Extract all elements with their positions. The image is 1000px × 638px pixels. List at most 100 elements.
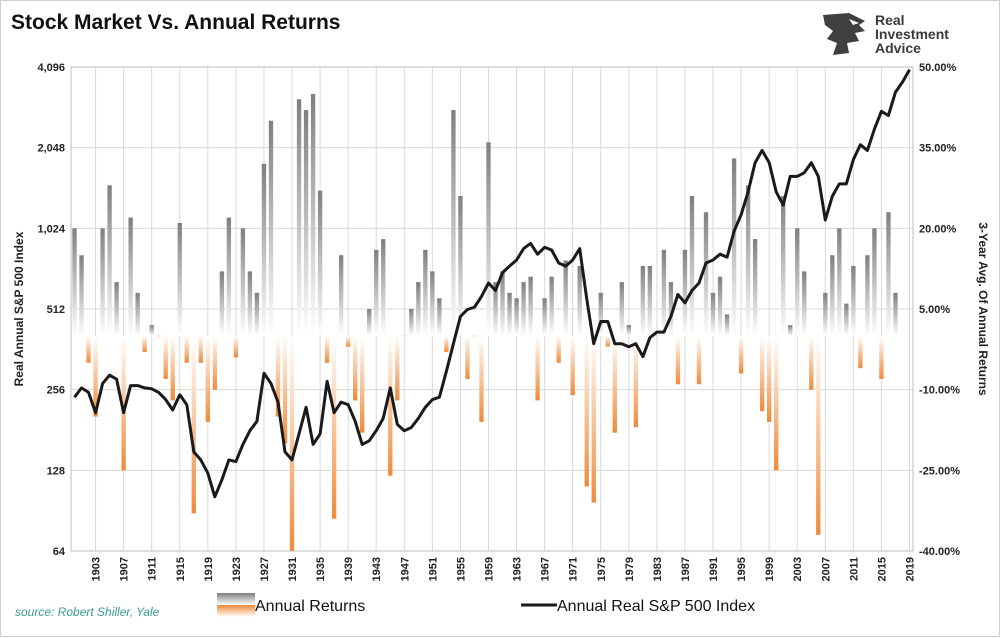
y-right-tick-label: 50.00% (919, 62, 957, 74)
logo: Real Investment Advice (819, 9, 979, 59)
return-bar (86, 335, 91, 363)
x-tick-label: 1943 (371, 557, 383, 581)
return-bar (352, 335, 358, 401)
return-bar (465, 335, 470, 379)
return-bar (549, 276, 554, 336)
x-tick-label: 1955 (455, 557, 467, 581)
x-tick-label: 1975 (596, 557, 608, 581)
return-bar (317, 190, 323, 336)
return-bar (289, 335, 295, 551)
eagle-logo-icon (823, 13, 865, 55)
x-tick-label: 1963 (512, 557, 524, 581)
return-bar (851, 265, 856, 336)
return-bar (177, 222, 182, 336)
return-bar (788, 325, 793, 336)
return-bar (647, 265, 653, 336)
x-tick-label: 1983 (652, 557, 664, 581)
return-bar (521, 282, 526, 336)
return-bar (416, 282, 421, 336)
return-bar (121, 335, 126, 471)
return-bar (360, 335, 365, 433)
return-bar (444, 335, 449, 353)
x-tick-label: 1959 (483, 557, 495, 581)
y-left-tick-label: 1,024 (37, 223, 65, 235)
return-bar (402, 335, 407, 337)
logo-line-3: Advice (875, 40, 921, 56)
x-tick-label: 1903 (91, 557, 103, 581)
return-bar (745, 185, 751, 336)
return-bar (338, 255, 344, 336)
return-bar (191, 335, 196, 514)
return-bar (163, 335, 168, 379)
x-tick-label: 1919 (203, 557, 215, 581)
legend-label-index: Annual Real S&P 500 Index (557, 598, 755, 615)
legend-label-returns: Annual Returns (255, 598, 365, 615)
return-bar (296, 99, 302, 336)
logo-line-1: Real (875, 12, 905, 28)
return-bar (107, 185, 112, 336)
return-bar (696, 335, 702, 385)
return-bar (430, 271, 435, 336)
return-bar (261, 163, 267, 336)
return-bar (802, 271, 807, 336)
x-tick-label: 1967 (540, 557, 552, 581)
return-bar (507, 292, 512, 336)
y-right-axis-title: 3-Year Avg. Of Annual Returns (976, 222, 990, 396)
return-bar (388, 335, 393, 476)
x-tick-label: 1995 (736, 557, 748, 581)
x-tick-label: 1979 (624, 557, 636, 581)
return-bar (661, 249, 667, 336)
return-bar (247, 271, 253, 336)
return-bar (493, 282, 498, 336)
return-bar (675, 335, 681, 385)
return-bar (198, 335, 203, 363)
return-bar (303, 110, 309, 336)
return-bar (731, 158, 737, 336)
return-bar (205, 335, 211, 422)
legend-swatch-negative (217, 605, 255, 617)
return-bar (240, 228, 246, 336)
return-bar (809, 335, 814, 390)
x-tick-label: 2015 (876, 557, 888, 581)
logo-line-2: Investment (875, 26, 949, 42)
return-bar (865, 255, 870, 336)
return-bar (591, 335, 596, 503)
return-bar (816, 335, 821, 535)
return-bar (310, 93, 316, 336)
return-bar (93, 335, 98, 417)
return-bar (458, 196, 463, 336)
return-bar (275, 335, 281, 417)
return-bar (844, 303, 849, 336)
return-bar (724, 314, 730, 336)
y-left-axis-title: Real Annual S&P 500 Index (12, 231, 26, 386)
return-bar (72, 228, 77, 336)
return-bar (100, 228, 105, 336)
x-tick-label: 1999 (764, 557, 776, 581)
return-bar (254, 292, 260, 336)
return-bar (156, 335, 161, 337)
x-tick-label: 2003 (792, 557, 804, 581)
x-tick-label: 1931 (287, 557, 299, 581)
return-bar (858, 335, 863, 369)
x-tick-label: 2019 (904, 557, 916, 581)
return-bar (472, 335, 477, 337)
return-bar (563, 260, 568, 336)
return-bar (577, 265, 582, 336)
return-bar (367, 309, 372, 336)
return-bar (570, 335, 575, 396)
return-bar (773, 335, 779, 471)
return-bar (633, 335, 639, 428)
return-bar (872, 228, 877, 336)
return-bar (703, 212, 709, 336)
return-bar (128, 217, 133, 336)
return-bar (114, 282, 119, 336)
return-bar (324, 335, 330, 363)
sp500-line (73, 69, 911, 499)
return-bar (226, 217, 232, 336)
return-bar (556, 335, 561, 363)
return-bar (612, 335, 617, 433)
return-bar (479, 335, 484, 422)
y-right-tick-label: 35.00% (919, 143, 957, 155)
